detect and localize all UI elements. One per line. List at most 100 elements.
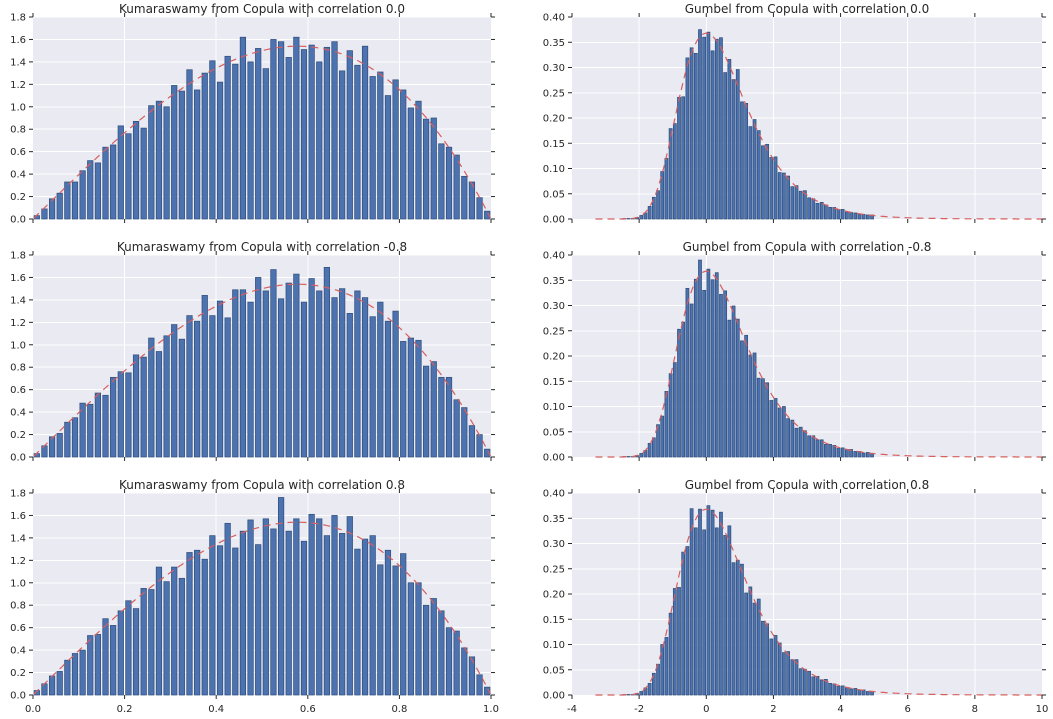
hist-bar xyxy=(845,687,849,696)
y-tick-label: 0.6 xyxy=(10,147,26,158)
hist-bar xyxy=(647,206,652,220)
hist-bar xyxy=(723,290,728,458)
hist-bar xyxy=(698,29,702,220)
hist-bar xyxy=(79,170,86,220)
hist-bar xyxy=(840,447,845,458)
hist-bar xyxy=(685,57,690,220)
hist-bar xyxy=(853,688,858,696)
y-tick-label: 0.2 xyxy=(10,668,26,679)
hist-bar xyxy=(194,89,201,220)
y-tick-label: 0.35 xyxy=(543,514,565,525)
hist-bar xyxy=(748,126,753,220)
y-tick-label: 1.8 xyxy=(10,489,26,500)
hist-bar xyxy=(857,214,862,220)
hist-bar xyxy=(201,72,208,220)
hist-bar xyxy=(484,686,491,696)
hist-bar xyxy=(209,535,216,696)
hist-bar xyxy=(484,448,491,458)
hist-bar xyxy=(828,444,832,458)
hist-bar xyxy=(656,190,660,220)
y-tick-label: 0.0 xyxy=(10,691,26,702)
hist-bar xyxy=(110,144,117,220)
pdf-curve xyxy=(33,521,492,695)
hist-bar xyxy=(769,400,774,458)
hist-bar xyxy=(453,399,460,458)
hist-bar xyxy=(293,36,300,220)
hist-bar xyxy=(849,688,853,696)
hist-bar xyxy=(262,68,269,220)
y-tick-label: 0.4 xyxy=(10,408,26,419)
hist-bar xyxy=(155,100,163,220)
x-tick-label: -4 xyxy=(567,704,577,715)
hist-bar xyxy=(794,659,799,696)
hist-bar xyxy=(710,279,715,458)
hist-bar xyxy=(849,449,853,458)
hist-bar xyxy=(706,31,711,220)
hist-bar xyxy=(727,319,732,458)
hist-bar xyxy=(339,533,346,696)
hist-bar xyxy=(836,209,841,220)
hist-bar xyxy=(468,656,476,696)
hist-bar xyxy=(239,530,247,696)
hist-bar xyxy=(201,295,208,458)
hist-bar xyxy=(727,59,732,220)
y-tick-label: 0.00 xyxy=(543,453,565,464)
hist-bar xyxy=(384,95,392,220)
y-tick-label: 0.25 xyxy=(543,326,565,337)
y-tick-label: 1.2 xyxy=(10,318,26,329)
hist-bar xyxy=(769,157,774,220)
x-tick-label: 0.8 xyxy=(391,704,407,715)
hist-bar xyxy=(384,320,392,458)
hist-bar xyxy=(740,563,744,696)
hist-bar xyxy=(476,197,483,220)
x-tick-label: -2 xyxy=(634,704,644,715)
hist-bar xyxy=(807,197,811,220)
y-tick-label: 0.10 xyxy=(543,164,565,175)
hist-bar xyxy=(828,207,832,220)
y-tick-label: 0.05 xyxy=(543,189,565,200)
hist-bar xyxy=(262,518,269,696)
hist-bar xyxy=(64,659,71,696)
hist-bar xyxy=(836,448,841,458)
hist-bar xyxy=(714,527,719,696)
hist-bar xyxy=(740,340,744,458)
hist-bar xyxy=(756,598,761,696)
hist-bar xyxy=(807,670,811,696)
y-tick-label: 0.40 xyxy=(543,489,565,500)
hist-bar xyxy=(723,72,728,220)
hist-bar xyxy=(735,69,740,220)
hist-bar xyxy=(668,128,673,220)
hist-bar xyxy=(423,604,430,696)
y-tick-label: 1.2 xyxy=(10,556,26,567)
hist-bar xyxy=(262,290,269,458)
hist-bar xyxy=(744,102,749,220)
pdf-curve xyxy=(33,283,492,457)
hist-bar xyxy=(163,581,170,696)
y-tick-label: 0.8 xyxy=(10,125,26,136)
hist-bar xyxy=(672,588,677,696)
hist-bar xyxy=(277,497,285,696)
hist-bar xyxy=(140,127,147,220)
hist-bar xyxy=(392,565,399,696)
hist-bar xyxy=(782,652,786,696)
hist-bar xyxy=(656,424,660,458)
hist-bar xyxy=(415,339,422,458)
hist-bar xyxy=(664,637,669,696)
hist-bar xyxy=(186,69,193,220)
hist-bar xyxy=(689,508,694,696)
hist-bar xyxy=(339,70,346,220)
y-tick-label: 1.0 xyxy=(10,340,26,351)
hist-bar xyxy=(765,143,769,220)
hist-bar xyxy=(407,337,414,458)
hist-bar xyxy=(445,627,453,696)
y-tick-label: 0.30 xyxy=(543,539,565,550)
hist-bar xyxy=(639,215,644,220)
hist-bar xyxy=(102,618,109,696)
y-tick-label: 0.25 xyxy=(543,88,565,99)
hist-bar xyxy=(647,683,652,696)
hist-bar xyxy=(270,39,277,220)
hist-bar xyxy=(94,162,101,220)
hist-bar xyxy=(773,635,778,696)
y-tick-label: 0.20 xyxy=(543,352,565,363)
